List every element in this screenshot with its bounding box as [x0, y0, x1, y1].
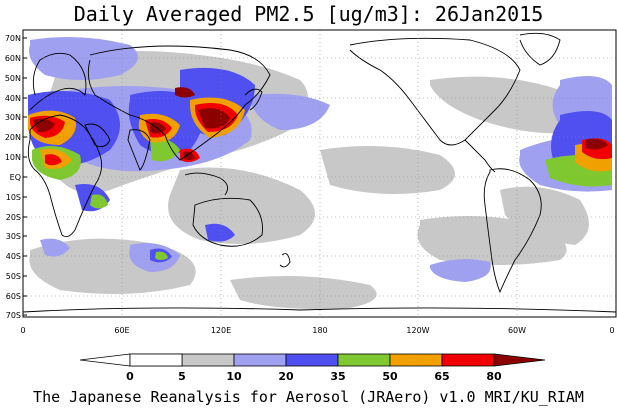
- lat-label-10n: 10N: [5, 153, 21, 162]
- colorbar-cell-2: [181, 353, 235, 367]
- lon-label-120w: 120W: [406, 326, 429, 335]
- colorbar-cell-3: [233, 353, 287, 367]
- lon-label-60e: 60E: [114, 326, 129, 335]
- lat-label-20n: 20N: [5, 133, 21, 142]
- lat-label-60n: 60N: [5, 54, 21, 63]
- colorbar-cell-5: [337, 353, 391, 367]
- colorbar-cell-8: [493, 353, 546, 367]
- lat-label-10s: 10S: [6, 193, 21, 202]
- colorbar-tick-80: 80: [486, 370, 502, 383]
- colorbar-cell-0: [79, 353, 131, 367]
- lon-label-60w: 60W: [508, 326, 526, 335]
- lon-label-180: 180: [312, 326, 327, 335]
- coastlines: [23, 32, 616, 313]
- colorbar-tick-0: 0: [126, 370, 134, 383]
- lat-label-40s: 40S: [6, 252, 21, 261]
- colorbar-tick-35: 35: [330, 370, 345, 383]
- colorbar-tick-10: 10: [226, 370, 242, 383]
- lon-label-120e: 120E: [211, 326, 231, 335]
- lat-label-70s: 70S: [6, 311, 21, 320]
- map-frame: [22, 29, 617, 318]
- map-title: Daily Averaged PM2.5 [ug/m3]: 26Jan2015: [73, 2, 544, 26]
- lon-label-0-left: 0: [20, 326, 25, 335]
- colorbar-tick-50: 50: [382, 370, 398, 383]
- lat-label-20s: 20S: [6, 213, 21, 222]
- lat-label-30s: 30S: [6, 232, 21, 241]
- lon-label-0-right: 0: [609, 326, 614, 335]
- lat-label-60s: 60S: [6, 292, 21, 301]
- lat-label-50s: 50S: [6, 272, 21, 281]
- colorbar-tick-20: 20: [278, 370, 294, 383]
- footer-credit: The Japanese Reanalysis for Aerosol (JRA…: [33, 388, 584, 406]
- colorbar-cell-6: [389, 353, 443, 367]
- colorbar-cell-4: [285, 353, 339, 367]
- lat-label-eq: EQ: [10, 173, 21, 182]
- pm25-field: [23, 32, 616, 313]
- colorbar-tick-5: 5: [178, 370, 186, 383]
- lat-label-70n: 70N: [5, 34, 21, 43]
- map-gridlines: [23, 30, 616, 317]
- lat-ticks: [23, 37, 27, 316]
- colorbar-tick-65: 65: [434, 370, 449, 383]
- lat-label-30n: 30N: [5, 113, 21, 122]
- colorbar-cell-white: [129, 353, 183, 367]
- lat-label-50n: 50N: [5, 74, 21, 83]
- colorbar-cell-7: [441, 353, 495, 367]
- lat-label-40n: 40N: [5, 94, 21, 103]
